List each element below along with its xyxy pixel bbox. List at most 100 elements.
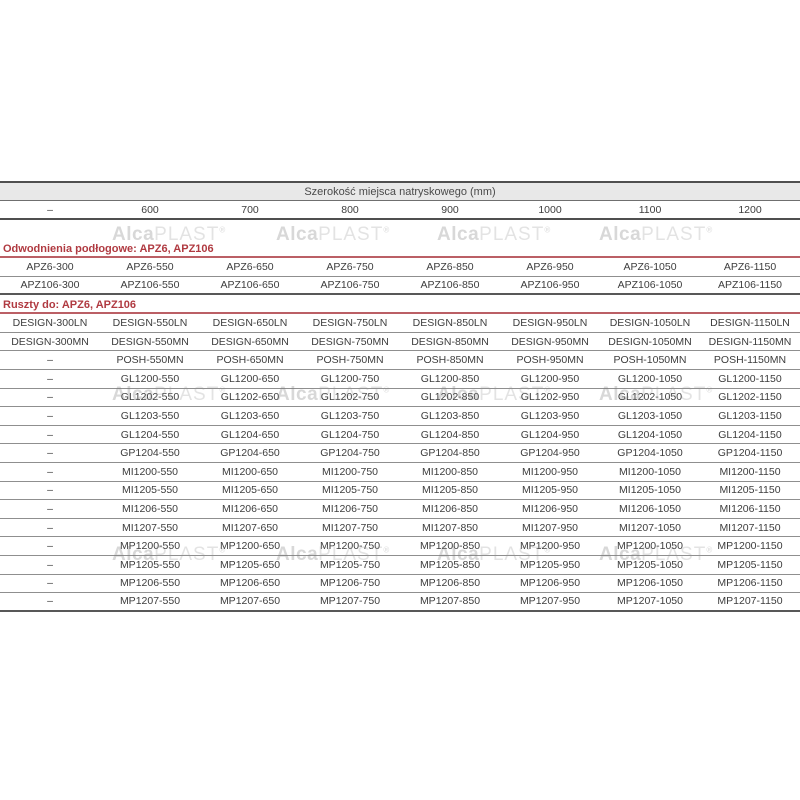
product-code-cell: GL1204-1050 (617, 428, 683, 441)
product-code-cell: MI1200-950 (521, 465, 579, 478)
product-code-cell: MI1205-1050 (619, 484, 681, 497)
product-code-cell: MI1205-650 (221, 484, 279, 497)
product-code-cell: APZ106-650 (220, 278, 280, 291)
product-code-cell: APZ6-950 (526, 260, 574, 273)
product-code-cell: MP1200-550 (119, 540, 181, 553)
product-code-cell: MP1207-1050 (617, 595, 683, 608)
table-row: – MI1207-550 MI1207-650 MI1207-750 MI1207-85… (0, 519, 800, 538)
product-code-cell: POSH-950MN (516, 354, 584, 367)
table-row: – GL1200-550 GL1200-650 GL1200-750 GL1200-85… (0, 370, 800, 389)
product-code-cell: DESIGN-1050LN (609, 316, 691, 329)
product-code-cell: GL1202-750 (320, 391, 380, 404)
product-code-cell: DESIGN-950MN (511, 335, 589, 348)
empty-cell: – (47, 595, 53, 608)
table-row: – GL1204-550 GL1204-650 GL1204-750 GL1204-85… (0, 426, 800, 445)
product-code-cell: DESIGN-300LN (12, 316, 88, 329)
product-code-cell: MP1205-750 (319, 558, 381, 571)
product-code-cell: MP1205-1050 (617, 558, 683, 571)
product-code-cell: MI1205-1150 (719, 484, 781, 497)
product-code-cell: GL1200-750 (320, 372, 380, 385)
product-code-cell: MI1200-650 (221, 465, 279, 478)
product-code-cell: MI1207-750 (321, 521, 379, 534)
product-code-cell: POSH-650MN (216, 354, 284, 367)
empty-cell: – (47, 428, 53, 441)
empty-cell: – (47, 502, 53, 515)
table-gap (0, 220, 800, 241)
product-code-cell: APZ6-550 (126, 260, 174, 273)
product-code-cell: MP1206-550 (119, 577, 181, 590)
product-code-cell: MI1206-850 (421, 502, 479, 515)
product-code-cell: MP1206-1150 (717, 577, 783, 590)
product-code-cell: GP1204-550 (120, 447, 180, 460)
product-code-cell: GP1204-950 (520, 447, 580, 460)
product-code-cell: DESIGN-300MN (11, 335, 89, 348)
product-code-cell: GL1204-650 (220, 428, 280, 441)
product-code-cell: POSH-550MN (116, 354, 184, 367)
empty-cell: – (47, 354, 53, 367)
column-header-row: – 600 700 800 900 1000 1100 1200 (0, 201, 800, 220)
table-row: APZ6-300 APZ6-550 APZ6-650 APZ6-750 APZ6-850… (0, 258, 800, 277)
width-column-header: 900 (441, 203, 459, 216)
product-code-cell: MP1205-850 (419, 558, 481, 571)
product-code-cell: MP1200-750 (319, 540, 381, 553)
product-code-cell: GL1200-1050 (617, 372, 683, 385)
product-code-cell: MP1205-550 (119, 558, 181, 571)
empty-cell: – (47, 409, 53, 422)
product-code-cell: MP1207-750 (319, 595, 381, 608)
empty-cell: – (47, 391, 53, 404)
product-code-cell: APZ6-650 (226, 260, 274, 273)
product-code-cell: GL1202-1050 (617, 391, 683, 404)
product-code-cell: MI1206-550 (121, 502, 179, 515)
product-code-cell: APZ106-1050 (617, 278, 683, 291)
table-row: – GL1202-550 GL1202-650 GL1202-750 GL1202-85… (0, 389, 800, 408)
product-code-cell: GL1204-850 (420, 428, 480, 441)
product-code-cell: MI1205-750 (321, 484, 379, 497)
product-code-cell: GL1202-1150 (718, 391, 782, 404)
product-code-cell: GP1204-650 (220, 447, 280, 460)
table-row: – GP1204-550 GP1204-650 GP1204-750 GP1204-85… (0, 444, 800, 463)
table-row: – GL1203-550 GL1203-650 GL1203-750 GL1203-85… (0, 407, 800, 426)
width-column-header: 1000 (538, 203, 562, 216)
product-code-cell: MP1207-650 (219, 595, 281, 608)
product-code-cell: GP1204-750 (320, 447, 380, 460)
product-code-cell: DESIGN-850LN (412, 316, 488, 329)
product-code-cell: APZ106-1150 (717, 278, 782, 291)
width-column-header: 700 (241, 203, 259, 216)
product-code-cell: GL1203-750 (320, 409, 380, 422)
product-code-cell: GP1204-850 (420, 447, 480, 460)
product-code-cell: MI1205-850 (421, 484, 479, 497)
product-code-cell: MI1206-650 (221, 502, 279, 515)
shower-width-product-table: Szerokość miejsca natryskowego (mm) – 600… (0, 181, 800, 612)
product-code-cell: MP1207-950 (519, 595, 581, 608)
product-code-cell: MI1200-1150 (719, 465, 781, 478)
table-sections: Odwodnienia podłogowe: APZ6, APZ106 APZ6-… (0, 241, 800, 612)
product-code-cell: MI1207-1050 (619, 521, 681, 534)
table-title: Szerokość miejsca natryskowego (mm) (0, 183, 800, 201)
product-code-cell: APZ6-300 (26, 260, 74, 273)
width-column-header: 1100 (638, 203, 662, 216)
column-header-empty: – (47, 203, 53, 216)
product-code-cell: MP1200-950 (519, 540, 581, 553)
product-code-cell: MP1205-1150 (717, 558, 783, 571)
product-code-cell: APZ106-850 (420, 278, 480, 291)
product-code-cell: MI1206-750 (321, 502, 379, 515)
product-code-cell: MI1206-950 (521, 502, 579, 515)
product-code-cell: MP1200-650 (219, 540, 281, 553)
product-code-cell: GL1204-750 (320, 428, 380, 441)
product-code-cell: GL1202-650 (220, 391, 280, 404)
product-code-cell: DESIGN-1150LN (710, 316, 790, 329)
product-code-cell: APZ106-950 (520, 278, 580, 291)
empty-cell: – (47, 577, 53, 590)
product-code-cell: MI1207-550 (121, 521, 179, 534)
product-code-cell: POSH-1050MN (613, 354, 687, 367)
product-code-cell: GL1204-1150 (718, 428, 782, 441)
product-code-cell: POSH-1150MN (713, 354, 787, 367)
product-code-cell: APZ106-300 (20, 278, 80, 291)
empty-cell: – (47, 447, 53, 460)
product-code-cell: GL1200-550 (120, 372, 180, 385)
product-code-cell: GL1202-550 (120, 391, 180, 404)
width-column-header: 1200 (738, 203, 762, 216)
product-code-cell: APZ6-850 (426, 260, 474, 273)
product-code-cell: DESIGN-950LN (512, 316, 588, 329)
product-code-cell: DESIGN-550LN (112, 316, 188, 329)
